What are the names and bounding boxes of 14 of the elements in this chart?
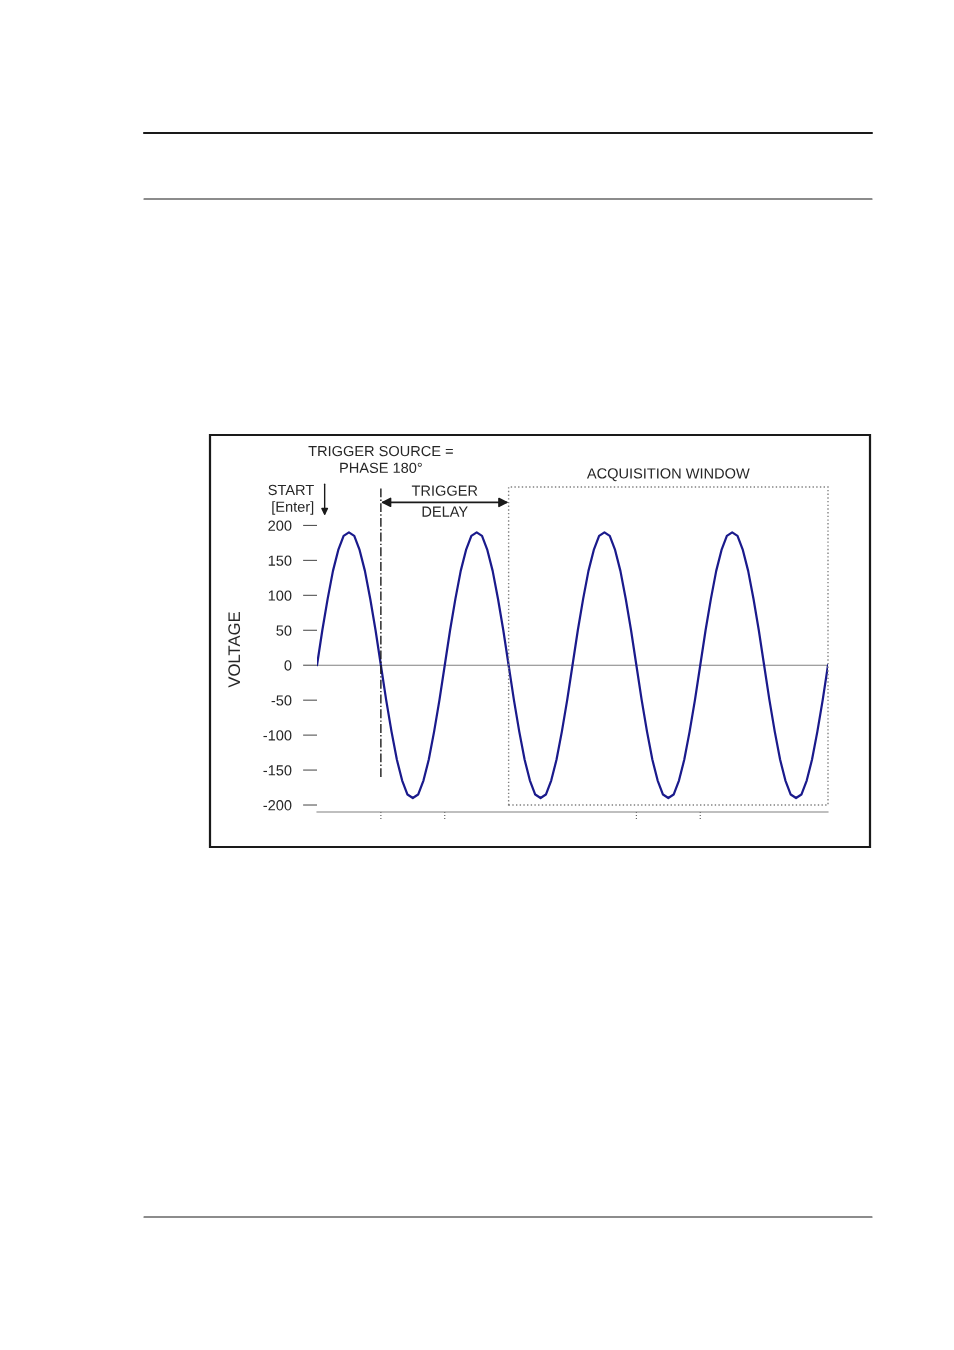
y-tick-label: -150 [263,765,292,776]
y-tick-label: -100 [263,730,292,741]
y-tick-label: 200 [268,520,292,531]
y-tick-label: -50 [271,695,292,706]
y-tick-label: -200 [263,800,292,811]
y-tick-label: 100 [268,590,292,601]
text: START [Enter] [268,484,314,515]
y-tick-label: 0 [284,660,292,671]
text: ACQUISITION WINDOW [586,468,750,482]
y-tick-label: 50 [276,625,292,636]
y-tick-label: 150 [268,555,292,566]
y-axis-title: VOLTAGE [228,612,241,688]
text: TRIGGER SOURCE = PHASE 180° [308,445,453,474]
annotation: TRIGGER DELAY [411,485,478,517]
